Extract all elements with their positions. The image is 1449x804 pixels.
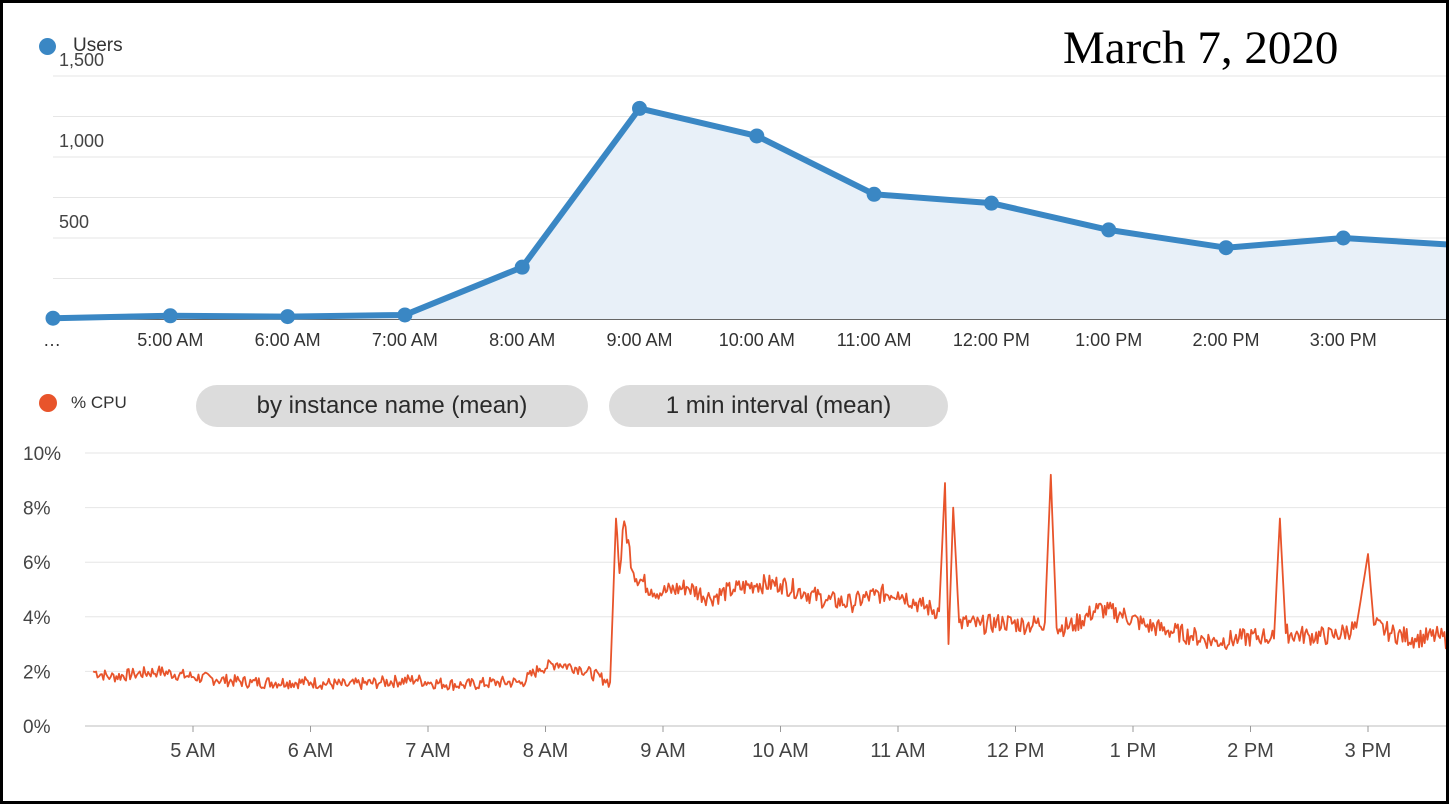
users-legend: Users [39,35,123,57]
cpu-x-tick-label: 11 AM [870,740,925,762]
users-y-tick-label: 500 [59,212,89,232]
users-data-point [1218,240,1234,256]
cpu-chart: 0% 2% 4% 6% 8% 10% 5 AM 6 AM 7 AM 8 AM 9 AM 10 AM 11… [23,444,1446,762]
users-x-tick-label: 9:00 AM [606,330,672,350]
users-x-tick-label: 7:00 AM [372,330,438,350]
users-data-point [45,310,61,326]
cpu-x-tick-label: 1 PM [1110,740,1157,762]
cpu-x-tick-label: 7 AM [405,740,451,762]
users-data-point [1101,222,1117,238]
users-data-point [397,307,413,323]
users-legend-dot [39,37,56,55]
cpu-legend-dot [39,394,57,412]
cpu-legend: % CPU [39,393,127,413]
chart-title: March 7, 2020 [1063,22,1339,74]
users-x-tick-label: 3:00 PM [1310,330,1377,350]
cpu-y-tick-label: 6% [23,553,51,574]
cpu-x-tick-label: 10 AM [752,740,809,762]
users-x-tick-label: 11:00 AM [837,330,912,350]
users-x-tick-label: 2:00 PM [1192,330,1259,350]
users-y-tick-label: 1,000 [59,131,104,151]
cpu-x-tick-label: 3 PM [1345,740,1392,762]
cpu-series-line [92,473,1446,692]
users-chart: 500 1,000 1,500 … 5:00 AM 6:00 AM 7:00 AM 8:00 … [43,50,1446,350]
cpu-legend-label: % CPU [71,393,127,412]
users-data-point [514,259,530,275]
cpu-x-tick-label: 12 PM [987,740,1045,762]
users-legend-label: Users [73,35,123,56]
cpu-x-tick-label: 6 AM [288,740,334,762]
cpu-x-tick-label: 8 AM [523,740,569,762]
cpu-x-tick-label: 9 AM [640,740,686,762]
cpu-y-tick-label: 8% [23,499,51,520]
users-x-tick-label: 1:00 PM [1075,330,1142,350]
users-data-point [162,308,178,324]
users-x-tick-label: 5:00 AM [137,330,203,350]
cpu-y-tick-label: 0% [23,717,51,738]
interval-chip[interactable]: 1 min interval (mean) [609,385,948,427]
users-data-point [1335,230,1351,246]
users-x-tick-label: 8:00 AM [489,330,555,350]
users-y-tick-label: 1,500 [59,50,104,70]
users-data-point [632,100,647,116]
group-by-chip[interactable]: by instance name (mean) [196,385,588,427]
users-data-point [280,309,296,325]
cpu-x-tick-label: 5 AM [170,740,216,762]
users-x-tick-label: … [43,330,61,350]
users-data-point [749,128,765,144]
users-area [53,108,1446,319]
users-data-point [983,195,999,211]
cpu-y-tick-label: 2% [23,662,51,683]
users-x-tick-label: 12:00 PM [953,330,1030,350]
users-x-tick-label: 10:00 AM [719,330,795,350]
cpu-x-tick-label: 2 PM [1227,740,1274,762]
cpu-y-tick-label: 10% [23,444,61,465]
cpu-y-tick-label: 4% [23,608,51,629]
users-data-point [866,186,882,202]
users-x-tick-label: 6:00 AM [255,330,321,350]
